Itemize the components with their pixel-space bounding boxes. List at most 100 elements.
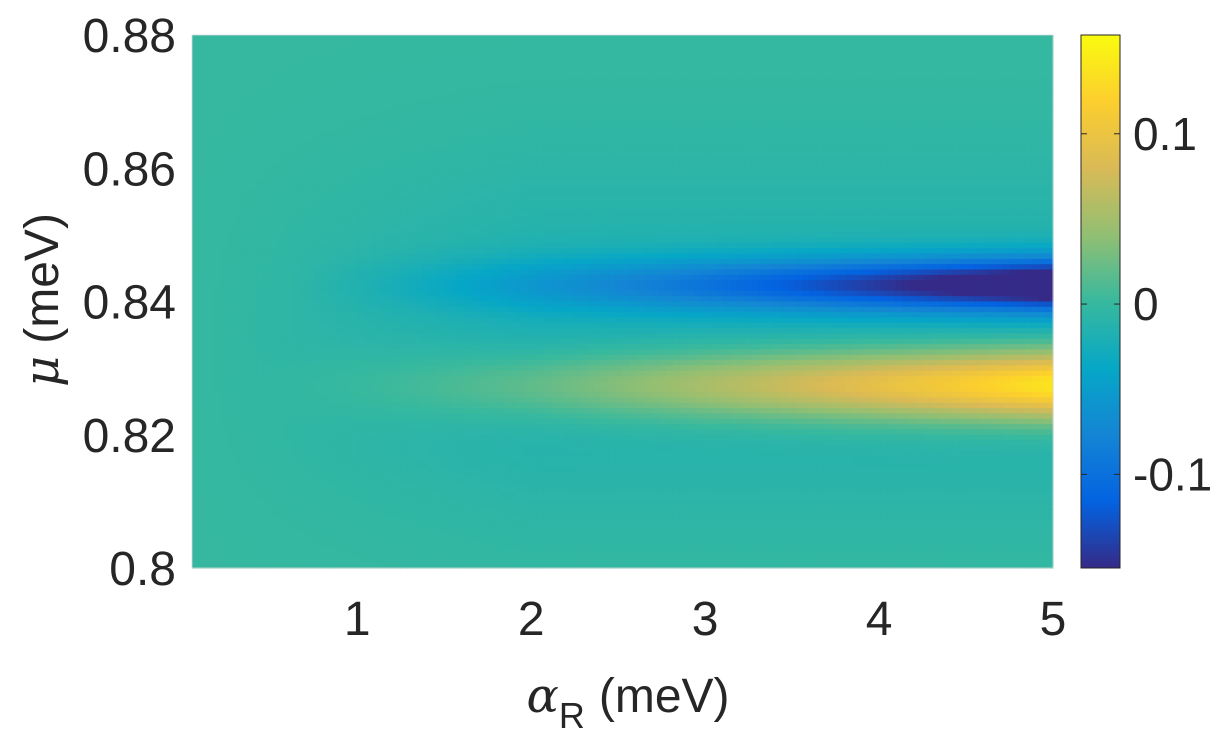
heatmap-cell	[342, 328, 351, 335]
heatmap-cell	[543, 98, 552, 105]
heatmap-cell	[321, 552, 329, 558]
heatmap-cell	[479, 285, 487, 292]
heatmap-cell	[235, 482, 243, 489]
heatmap-cell	[192, 141, 200, 148]
heatmap-cell	[206, 157, 215, 164]
heatmap-cell	[435, 35, 444, 41]
heatmap-cell	[199, 136, 207, 143]
heatmap-cell	[479, 258, 487, 265]
heatmap-cell	[206, 82, 215, 89]
heatmap-cell	[507, 338, 516, 345]
heatmap-cell	[435, 536, 444, 542]
heatmap-cell	[500, 312, 509, 319]
heatmap-cell	[278, 488, 286, 494]
heatmap-cell	[464, 536, 473, 542]
heatmap-cell	[357, 328, 365, 335]
heatmap-cell	[299, 306, 308, 313]
heatmap-cell	[443, 120, 451, 127]
heatmap-cell	[342, 152, 351, 159]
heatmap-cell	[192, 40, 200, 47]
heatmap-cell	[479, 504, 487, 510]
heatmap-cell	[378, 72, 387, 79]
heatmap-cell	[407, 562, 416, 569]
heatmap-cell	[371, 82, 380, 89]
heatmap-cell	[335, 285, 344, 292]
heatmap-cell	[321, 461, 329, 468]
heatmap-cell	[471, 173, 480, 180]
heatmap-cell	[493, 152, 502, 159]
heatmap-cell	[357, 440, 365, 447]
heatmap-cell	[335, 472, 344, 478]
heatmap-cell	[256, 178, 265, 185]
heatmap-cell	[199, 40, 207, 47]
heatmap-cell	[507, 242, 516, 249]
heatmap-cell	[493, 82, 502, 89]
heatmap-cell	[471, 461, 480, 468]
heatmap-cell	[385, 557, 394, 564]
heatmap-cell	[270, 216, 279, 223]
heatmap-cell	[479, 194, 487, 201]
heatmap-cell	[536, 50, 545, 57]
heatmap-cell	[543, 264, 552, 271]
heatmap-cell	[256, 274, 265, 281]
heatmap-cell	[450, 493, 459, 500]
heatmap-cell	[321, 349, 329, 356]
heatmap-cell	[479, 408, 487, 415]
heatmap-cell	[536, 541, 545, 548]
heatmap-cell	[321, 45, 329, 52]
heatmap-cell	[385, 264, 394, 271]
heatmap-cell	[349, 248, 358, 255]
heatmap-cell	[285, 338, 294, 345]
heatmap-cell	[450, 258, 459, 265]
heatmap-cell	[507, 354, 516, 361]
heatmap-cell	[385, 552, 394, 558]
heatmap-cell	[514, 285, 523, 292]
heatmap-cell	[199, 120, 207, 127]
heatmap-cell	[235, 136, 243, 143]
heatmap-cell	[256, 184, 265, 191]
heatmap-cell	[486, 226, 494, 233]
heatmap-cell	[270, 253, 279, 260]
heatmap-cell	[292, 274, 301, 281]
heatmap-cell	[263, 152, 272, 159]
heatmap-cell	[227, 504, 236, 510]
heatmap-cell	[199, 354, 207, 361]
heatmap-cell	[457, 35, 466, 41]
heatmap-cell	[292, 248, 301, 255]
heatmap-cell	[270, 173, 279, 180]
heatmap-cell	[357, 88, 365, 95]
heatmap-cell	[270, 402, 279, 409]
heatmap-cell	[206, 418, 215, 425]
heatmap-cell	[385, 333, 394, 340]
heatmap-cell	[385, 216, 394, 223]
heatmap-cell	[249, 232, 258, 239]
heatmap-cell	[428, 440, 437, 447]
heatmap-cell	[450, 450, 459, 457]
heatmap-cell	[529, 258, 537, 265]
heatmap-cell	[543, 205, 552, 212]
heatmap-cell	[206, 562, 215, 569]
heatmap-cell	[529, 514, 537, 521]
heatmap-cell	[400, 104, 408, 111]
heatmap-cell	[421, 301, 430, 308]
heatmap-cell	[443, 466, 451, 473]
heatmap-cell	[435, 61, 444, 68]
heatmap-cell	[529, 466, 537, 473]
heatmap-cell	[529, 344, 537, 351]
heatmap-cell	[199, 450, 207, 457]
heatmap-cell	[242, 349, 250, 356]
heatmap-cell	[543, 306, 552, 313]
heatmap-cell	[514, 386, 523, 393]
heatmap-cell	[514, 322, 523, 329]
heatmap-cell	[285, 392, 294, 399]
heatmap-cell	[371, 184, 380, 191]
heatmap-cell	[457, 514, 466, 521]
heatmap-cell	[292, 152, 301, 159]
heatmap-cell	[507, 50, 516, 57]
heatmap-cell	[213, 285, 222, 292]
heatmap-cell	[364, 413, 372, 420]
heatmap-cell	[392, 429, 401, 436]
heatmap-cell	[421, 248, 430, 255]
heatmap-cell	[227, 258, 236, 265]
heatmap-cell	[536, 93, 545, 100]
